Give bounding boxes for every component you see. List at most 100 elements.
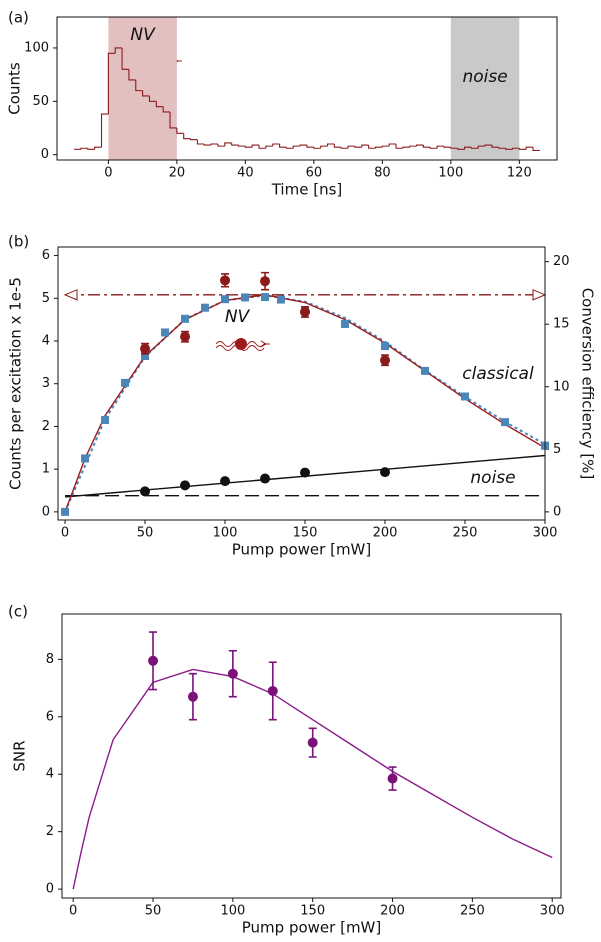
histogram-step bbox=[429, 147, 438, 149]
y2-axis-label: Conversion efficiency [%] bbox=[579, 288, 597, 480]
line bbox=[72, 668, 553, 890]
y-tick-label: 5 bbox=[42, 291, 50, 306]
region-label: NV bbox=[130, 25, 156, 45]
histogram-step bbox=[416, 144, 424, 147]
histogram-step bbox=[135, 79, 143, 92]
histogram-step bbox=[285, 147, 294, 149]
y-axis-label: Counts per excitation x 1e-5 bbox=[7, 277, 25, 490]
histogram-step bbox=[87, 148, 95, 150]
annotation: NV bbox=[225, 307, 251, 327]
point bbox=[300, 306, 311, 317]
histogram-step bbox=[340, 147, 349, 149]
histogram-step bbox=[518, 148, 527, 150]
plot-area bbox=[74, 17, 540, 160]
histogram-step bbox=[498, 147, 506, 149]
histogram-step bbox=[532, 147, 540, 151]
arrow-head bbox=[63, 289, 78, 301]
histogram-step bbox=[388, 143, 397, 147]
histogram-step bbox=[128, 69, 136, 81]
histogram-step bbox=[409, 145, 417, 148]
point bbox=[300, 467, 311, 478]
histogram-step bbox=[450, 147, 458, 149]
x-tick-label: 300 bbox=[533, 526, 558, 541]
histogram-step bbox=[107, 52, 116, 115]
point bbox=[148, 655, 159, 666]
y-tick-label: 0 bbox=[41, 147, 49, 162]
histogram-step bbox=[422, 145, 431, 148]
point bbox=[501, 418, 510, 427]
point bbox=[201, 303, 210, 312]
histogram-step bbox=[231, 142, 239, 146]
annotation: classical bbox=[462, 364, 534, 384]
y-tick-label: 0 bbox=[46, 882, 54, 897]
histogram-step bbox=[251, 144, 260, 148]
y-tick-label: 6 bbox=[42, 248, 50, 263]
point bbox=[241, 293, 250, 302]
histogram-step bbox=[237, 145, 246, 147]
histogram-step bbox=[306, 145, 314, 148]
histogram-step bbox=[210, 143, 218, 146]
point bbox=[181, 314, 190, 323]
histogram-step bbox=[224, 142, 232, 147]
histogram-step bbox=[258, 145, 266, 149]
x-tick-label: 20 bbox=[169, 166, 186, 181]
y-tick-label: 1 bbox=[42, 462, 50, 477]
point bbox=[221, 295, 230, 304]
histogram-step bbox=[347, 145, 355, 149]
y-tick-label: 4 bbox=[42, 333, 50, 348]
x-tick-label: 60 bbox=[306, 166, 323, 181]
x-tick-label: 80 bbox=[374, 166, 391, 181]
histogram-step bbox=[333, 143, 342, 148]
y-axis-label: Counts bbox=[6, 62, 24, 115]
point bbox=[380, 355, 391, 366]
point bbox=[220, 476, 231, 487]
histogram-step bbox=[491, 145, 499, 148]
emitter-dot bbox=[235, 338, 247, 350]
panel-label: (c) bbox=[8, 603, 28, 621]
histogram-step bbox=[203, 143, 212, 146]
x-tick-label: 120 bbox=[507, 166, 532, 181]
x-tick-label: 50 bbox=[137, 526, 154, 541]
histogram-step bbox=[142, 90, 150, 97]
point bbox=[381, 342, 390, 351]
histogram-step bbox=[155, 101, 164, 108]
point bbox=[180, 480, 191, 491]
point bbox=[220, 275, 231, 286]
histogram-step bbox=[121, 47, 129, 70]
point bbox=[140, 343, 151, 354]
histogram-step bbox=[443, 146, 451, 148]
plot-area bbox=[72, 668, 553, 890]
y-tick-label: 100 bbox=[24, 40, 49, 55]
point bbox=[261, 293, 270, 302]
histogram-step bbox=[361, 144, 369, 148]
y-tick-label: 3 bbox=[42, 376, 50, 391]
point bbox=[140, 486, 151, 497]
point bbox=[260, 473, 271, 484]
y2-tick-label: 5 bbox=[553, 442, 561, 457]
point bbox=[187, 691, 198, 702]
histogram-step bbox=[457, 148, 465, 150]
histogram-step bbox=[176, 127, 184, 134]
point bbox=[387, 773, 398, 784]
point bbox=[341, 319, 350, 328]
point bbox=[61, 507, 70, 516]
x-axis-label: Pump power [mW] bbox=[242, 919, 381, 937]
axes-frame bbox=[56, 16, 558, 161]
y-tick-label: 2 bbox=[42, 419, 50, 434]
arrow-head bbox=[532, 289, 547, 301]
histogram-step bbox=[196, 139, 205, 145]
x-tick-label: 200 bbox=[380, 904, 405, 919]
histogram-step bbox=[217, 143, 225, 147]
y-tick-label: 4 bbox=[46, 767, 54, 782]
histogram-step bbox=[292, 145, 301, 149]
point bbox=[161, 328, 170, 337]
x-tick-label: 150 bbox=[293, 526, 318, 541]
x-tick-label: 150 bbox=[300, 904, 325, 919]
histogram-step bbox=[395, 143, 403, 149]
point bbox=[421, 366, 430, 375]
point bbox=[307, 737, 318, 748]
x-tick-label: 200 bbox=[373, 526, 398, 541]
histogram-step bbox=[477, 145, 486, 149]
x-tick-label: 100 bbox=[213, 526, 238, 541]
histogram-step bbox=[470, 147, 479, 149]
